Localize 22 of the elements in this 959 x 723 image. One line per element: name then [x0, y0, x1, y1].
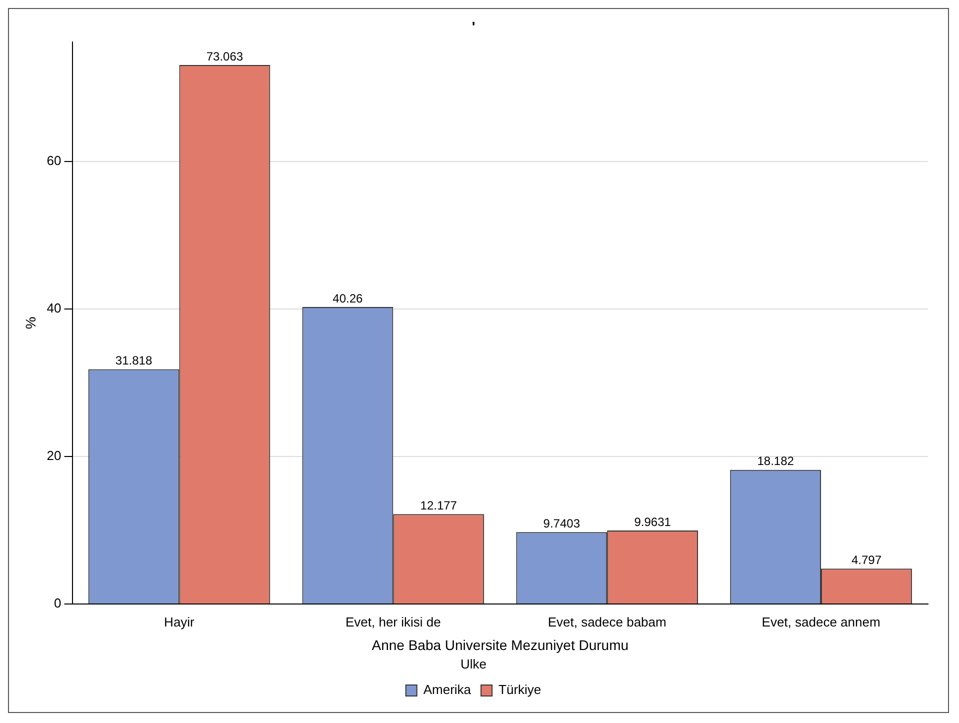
data-label: 40.26	[332, 291, 364, 306]
x-tick-label: Hayir	[164, 614, 196, 630]
chart-title: '	[472, 18, 476, 34]
data-label: 9.7403	[543, 516, 580, 530]
y-tick-label: 60	[46, 152, 62, 168]
x-tick-label: Evet, her ikisi de	[345, 614, 441, 630]
data-label: 12.177	[420, 498, 458, 512]
y-tick-label: 20	[46, 448, 62, 464]
y-tick-label: 0	[54, 596, 62, 611]
y-axis-title: %	[22, 316, 38, 330]
legend-label: Amerika	[423, 682, 472, 698]
y-tick-label: 40	[46, 300, 62, 316]
data-label: 31.818	[115, 354, 152, 368]
x-axis-title: Anne Baba Universite Mezuniyet Durumu	[372, 636, 629, 653]
legend-label: Türkiye	[498, 682, 542, 698]
data-label: 73.063	[206, 49, 244, 64]
data-label: 4.797	[851, 552, 882, 567]
legend-title: Ulke	[460, 656, 487, 672]
data-label: 18.182	[757, 454, 794, 468]
x-tick-label: Evet, sadece babam	[548, 614, 666, 630]
data-label: 9.9631	[634, 514, 672, 529]
x-tick-label: Evet, sadece annem	[762, 614, 880, 630]
